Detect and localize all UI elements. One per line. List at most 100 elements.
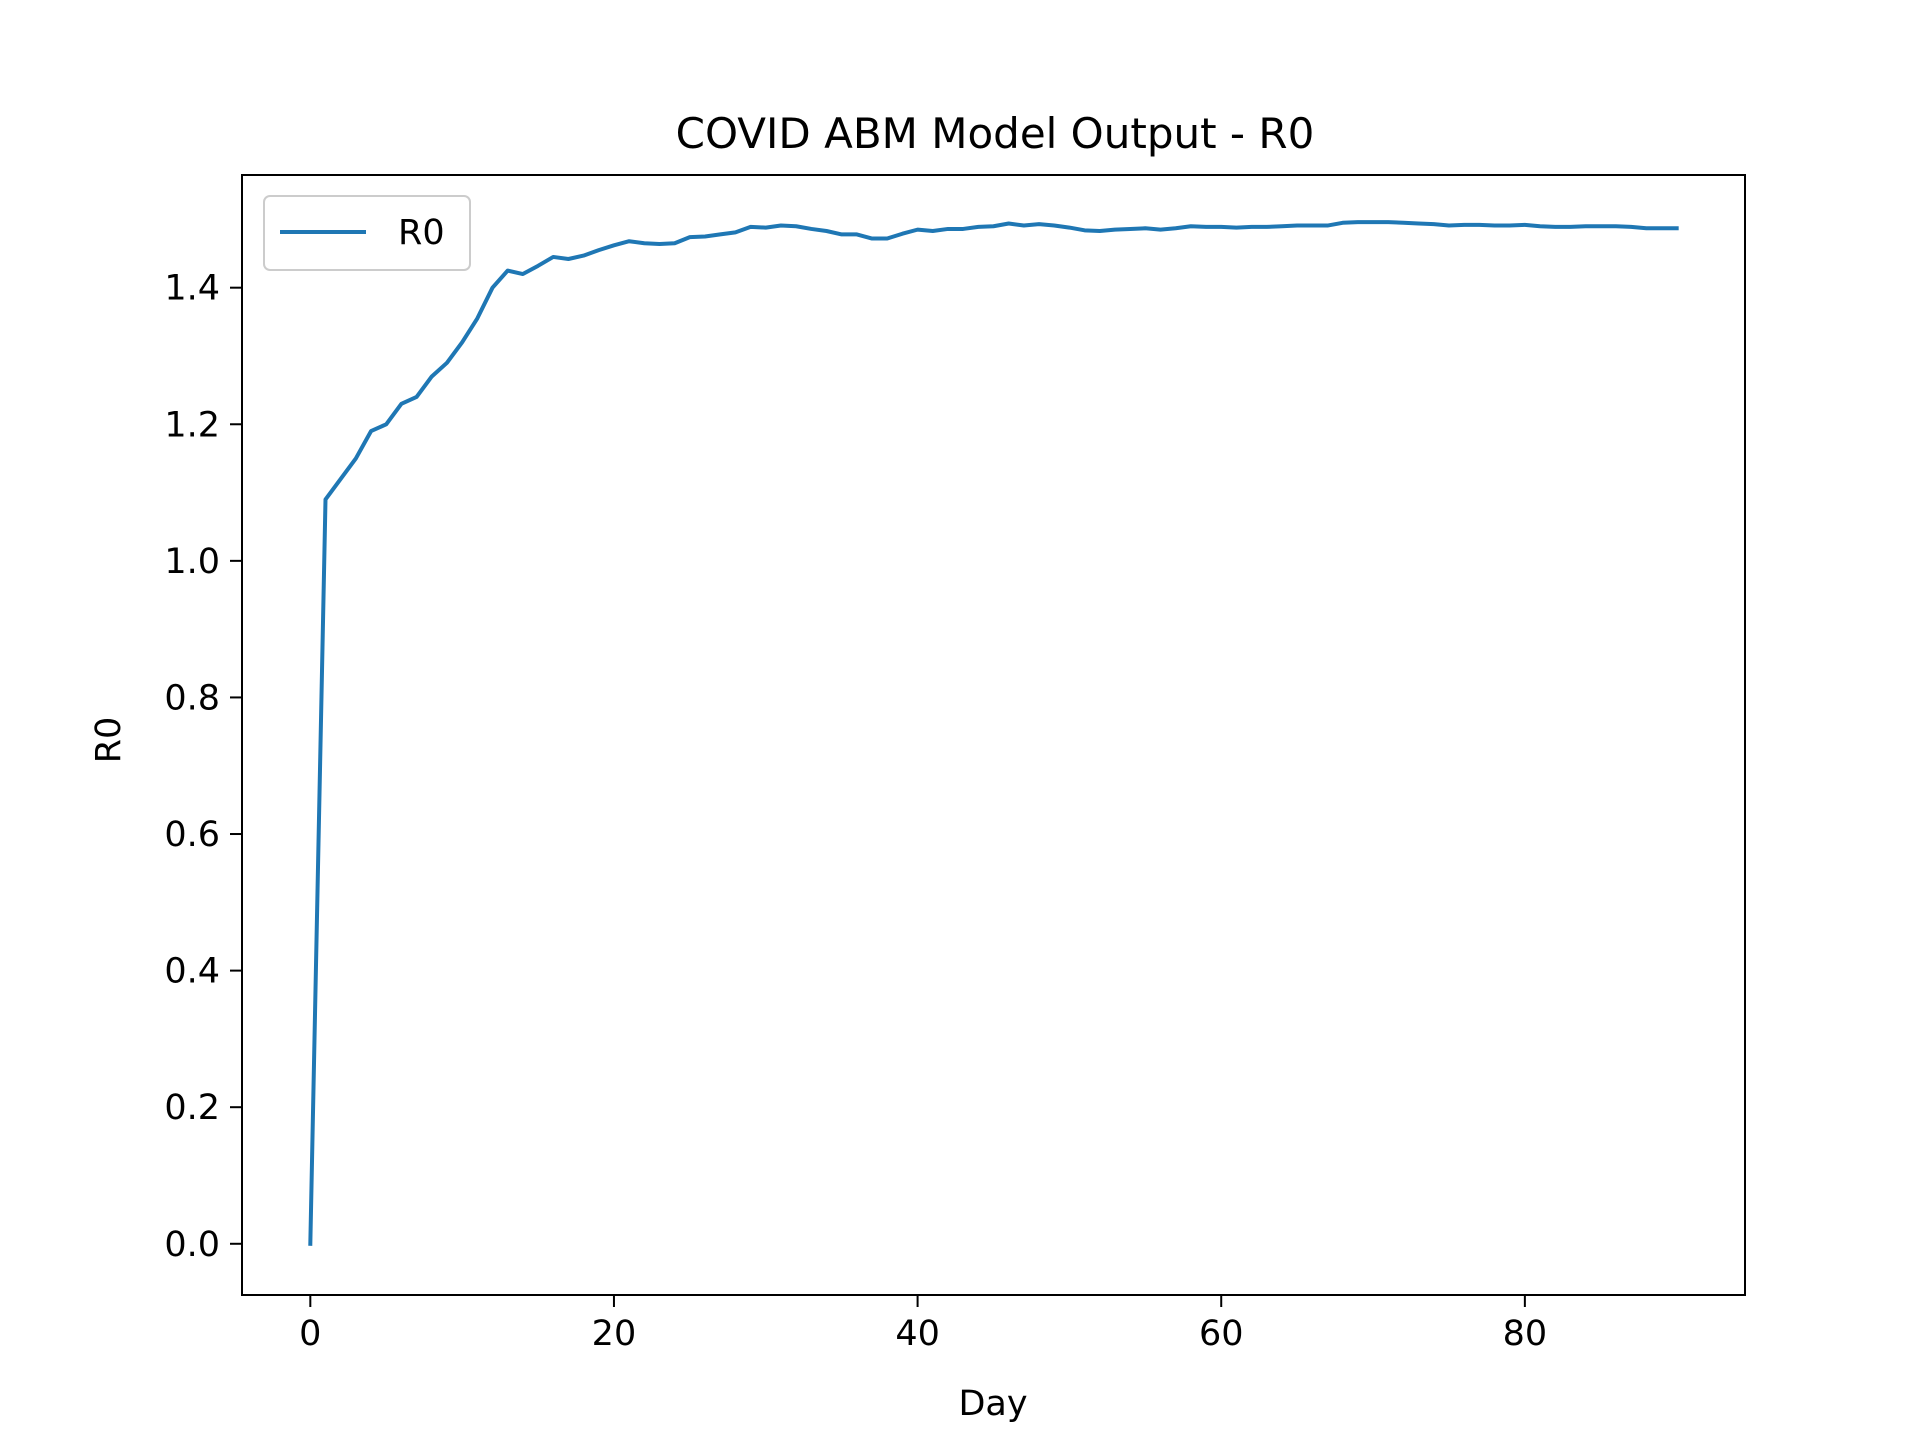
- legend-box: [263, 195, 471, 271]
- data-point: [1508, 224, 1512, 228]
- data-point: [900, 232, 904, 236]
- data-point: [870, 237, 874, 241]
- data-point: [1675, 226, 1679, 230]
- data-point: [794, 224, 798, 228]
- data-point: [916, 228, 920, 232]
- data-point: [1022, 224, 1026, 228]
- data-point: [1614, 224, 1618, 228]
- data-point: [339, 477, 343, 481]
- data-point: [1432, 222, 1436, 226]
- series-line-r0: [308, 220, 1679, 1246]
- data-point: [1568, 225, 1572, 229]
- data-point: [1128, 227, 1132, 231]
- data-point: [1295, 224, 1299, 228]
- data-point: [536, 264, 540, 268]
- x-axis-ticks: 0 20 40 60 80: [299, 1295, 1547, 1354]
- data-point: [1629, 225, 1633, 229]
- data-point: [1326, 224, 1330, 228]
- y-axis-ticks: 0.0 0.2 0.4 0.6 0.8 1.0 1.2 1.4: [164, 269, 242, 1265]
- data-point: [627, 239, 631, 243]
- data-point: [384, 422, 388, 426]
- data-point: [825, 229, 829, 233]
- data-point: [1660, 226, 1664, 230]
- data-point: [1037, 222, 1041, 226]
- data-point: [1371, 220, 1375, 224]
- axes-frame: [241, 174, 1746, 1296]
- data-point: [1174, 226, 1178, 230]
- data-point: [415, 395, 419, 399]
- data-point: [809, 227, 813, 231]
- data-point: [855, 232, 859, 236]
- y-tick-label: 0.0: [164, 1225, 220, 1265]
- data-point: [1007, 221, 1011, 225]
- data-point: [1052, 224, 1056, 228]
- x-tick-label: 20: [592, 1314, 637, 1354]
- data-point: [1143, 226, 1147, 230]
- y-tick-label: 0.8: [164, 678, 220, 718]
- data-point: [430, 374, 434, 378]
- legend-label-r0: R0: [398, 213, 445, 253]
- y-tick-label: 1.4: [164, 269, 220, 309]
- data-point: [1523, 223, 1527, 227]
- data-point: [1584, 224, 1588, 228]
- data-point: [324, 497, 328, 501]
- y-tick-label: 0.2: [164, 1088, 220, 1128]
- data-point: [931, 229, 935, 233]
- data-point: [673, 241, 677, 245]
- data-point: [779, 224, 783, 228]
- data-point: [566, 257, 570, 261]
- y-tick-label: 0.6: [164, 815, 220, 855]
- data-point: [749, 225, 753, 229]
- x-tick-label: 0: [299, 1314, 321, 1354]
- data-point: [1477, 223, 1481, 227]
- data-point: [354, 456, 358, 460]
- data-point: [703, 234, 707, 238]
- data-point: [1159, 228, 1163, 232]
- data-point: [1083, 228, 1087, 232]
- y-tick-label: 1.0: [164, 542, 220, 582]
- data-point: [1189, 224, 1193, 228]
- x-tick-label: 80: [1503, 1314, 1548, 1354]
- data-point: [885, 237, 889, 241]
- data-point: [1280, 224, 1284, 228]
- data-point: [308, 1242, 312, 1246]
- data-point: [1341, 221, 1345, 225]
- data-point: [840, 232, 844, 236]
- data-point: [961, 227, 965, 231]
- data-point: [612, 243, 616, 247]
- data-point: [1447, 224, 1451, 228]
- y-tick-label: 1.2: [164, 405, 220, 445]
- data-point: [992, 224, 996, 228]
- data-point: [733, 230, 737, 234]
- data-point: [976, 225, 980, 229]
- data-point: [399, 402, 403, 406]
- x-tick-label: 60: [1199, 1314, 1244, 1354]
- data-point: [1204, 225, 1208, 229]
- data-point: [460, 340, 464, 344]
- data-point: [1417, 221, 1421, 225]
- x-axis-label: Day: [958, 1384, 1027, 1424]
- data-point: [369, 429, 373, 433]
- data-point: [1234, 226, 1238, 230]
- data-point: [1098, 229, 1102, 233]
- data-point: [1067, 226, 1071, 230]
- data-point: [551, 255, 555, 259]
- data-point: [597, 248, 601, 252]
- data-point: [1493, 224, 1497, 228]
- data-point: [1265, 225, 1269, 229]
- legend: R0: [263, 195, 471, 271]
- plot-area: 0 20 40 60 80 0.0 0.2 0.4 0.6 0.8 1.0 1.2 1.4: [164, 174, 1746, 1354]
- data-point: [491, 286, 495, 290]
- y-tick-label: 0.4: [164, 952, 220, 992]
- data-point: [642, 241, 646, 245]
- chart-title: COVID ABM Model Output - R0: [676, 109, 1315, 158]
- data-point: [1386, 220, 1390, 224]
- data-point: [475, 316, 479, 320]
- data-point: [521, 272, 525, 276]
- data-point: [506, 269, 510, 273]
- data-point: [718, 232, 722, 236]
- data-point: [658, 242, 662, 246]
- data-point: [764, 226, 768, 230]
- data-point: [688, 235, 692, 239]
